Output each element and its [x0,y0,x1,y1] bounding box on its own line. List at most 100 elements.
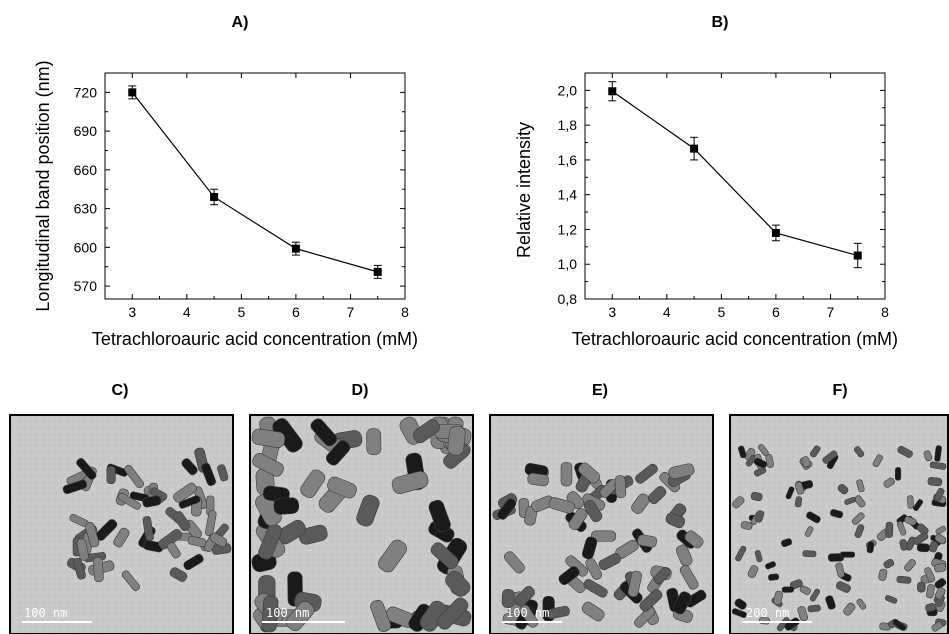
panel-label-d: D) [352,382,369,399]
nanorod [926,584,935,599]
nanorod [412,419,440,444]
nanorod [894,467,902,481]
nanorod [734,598,747,610]
x-tick-label-b: 4 [663,304,671,320]
nanorod [740,521,753,530]
nanorod [822,450,838,464]
nanorod [897,445,913,458]
nanorod [765,454,774,468]
nanorod [747,565,759,578]
y-tick-label-b: 1,0 [558,256,578,272]
nanorod [187,536,207,548]
nanorod [753,457,768,469]
data-point-b [853,251,862,260]
y-tick-label-a: 660 [74,162,98,178]
nanorod [527,472,549,487]
nanorod [653,566,671,585]
nanorod [916,523,929,535]
nanorod [809,588,821,602]
nanorod [854,524,865,539]
x-tick-label-b: 3 [608,304,616,320]
nanorod [647,486,667,505]
nanorod [892,619,906,631]
nanorod [62,479,88,495]
nanorod [668,463,695,480]
nanorod [547,605,570,619]
nanorod [809,445,821,458]
nanorod [560,461,573,487]
nanorod [310,418,338,447]
nanorod [298,524,328,545]
nanorod [878,568,888,581]
nanorod [799,585,811,595]
nanorod [924,567,936,583]
nanorod [750,491,763,502]
nanorod [927,477,943,487]
nanorod [447,425,466,456]
series-line-a [131,92,378,273]
nanorod [634,606,656,628]
nanorod [801,456,811,468]
nanorod [124,464,144,489]
nanorod [504,551,525,574]
nanorod [181,458,198,476]
series-a [128,85,382,279]
nanorod [806,511,821,524]
scale-bar-label-f: 200 nm [746,606,789,620]
series-line-b [611,90,858,257]
nanorod [768,573,780,581]
y-tick-label-a: 630 [74,201,98,217]
nanorod [934,533,947,545]
nanorod [934,578,947,589]
nanorod [72,557,86,580]
nanorod [501,589,515,608]
nanorod [445,570,471,597]
nanorod [934,563,947,573]
nanorod [436,597,469,630]
panel-label-a: A) [232,14,249,31]
nanorod [789,579,803,590]
nanorod [578,462,600,484]
nanorod [738,445,747,459]
nanorod [217,464,229,482]
x-tick-label-b: 8 [881,304,889,320]
nanorod [258,523,282,560]
data-point-a [291,244,300,253]
nanorod [872,454,883,468]
nanorod [795,496,803,508]
nanorod [169,567,188,582]
nanorod [896,575,912,584]
nanorod [582,536,598,560]
nanorod [866,541,875,554]
nanorod [585,558,603,580]
nanorod [113,527,130,548]
data-point-b [608,87,617,96]
nanorod [327,476,357,499]
y-tick-label-b: 2,0 [558,82,578,98]
nanorod [356,494,380,527]
nanorod [754,510,765,523]
y-axis-label-b: Relative intensity [514,122,534,258]
nanorod [883,477,895,488]
nanorod [558,566,580,586]
nanorod [825,595,836,610]
y-tick-label-b: 1,2 [558,221,578,237]
nanorod [167,542,181,559]
nanorod [76,458,97,480]
micrograph-f: F) 200 nm [729,382,949,634]
nanorod [370,599,391,633]
nanorod [732,496,745,509]
x-tick-label-a: 3 [128,304,136,320]
nanorod [614,475,627,498]
chart-b: B) 3 4 5 6 7 8 0,8 1,0 1,2 1,4 1,6 1,8 2,0 Tetrachlo… [514,14,898,349]
nanorod [366,428,382,456]
nanorod [583,579,608,598]
nanorod [428,499,451,533]
nanorod [627,570,642,598]
nanorod [178,495,201,509]
x-tick-label-b: 5 [717,304,725,320]
nanorod [735,545,747,562]
nanorod [581,601,605,622]
nanorod [785,486,795,500]
